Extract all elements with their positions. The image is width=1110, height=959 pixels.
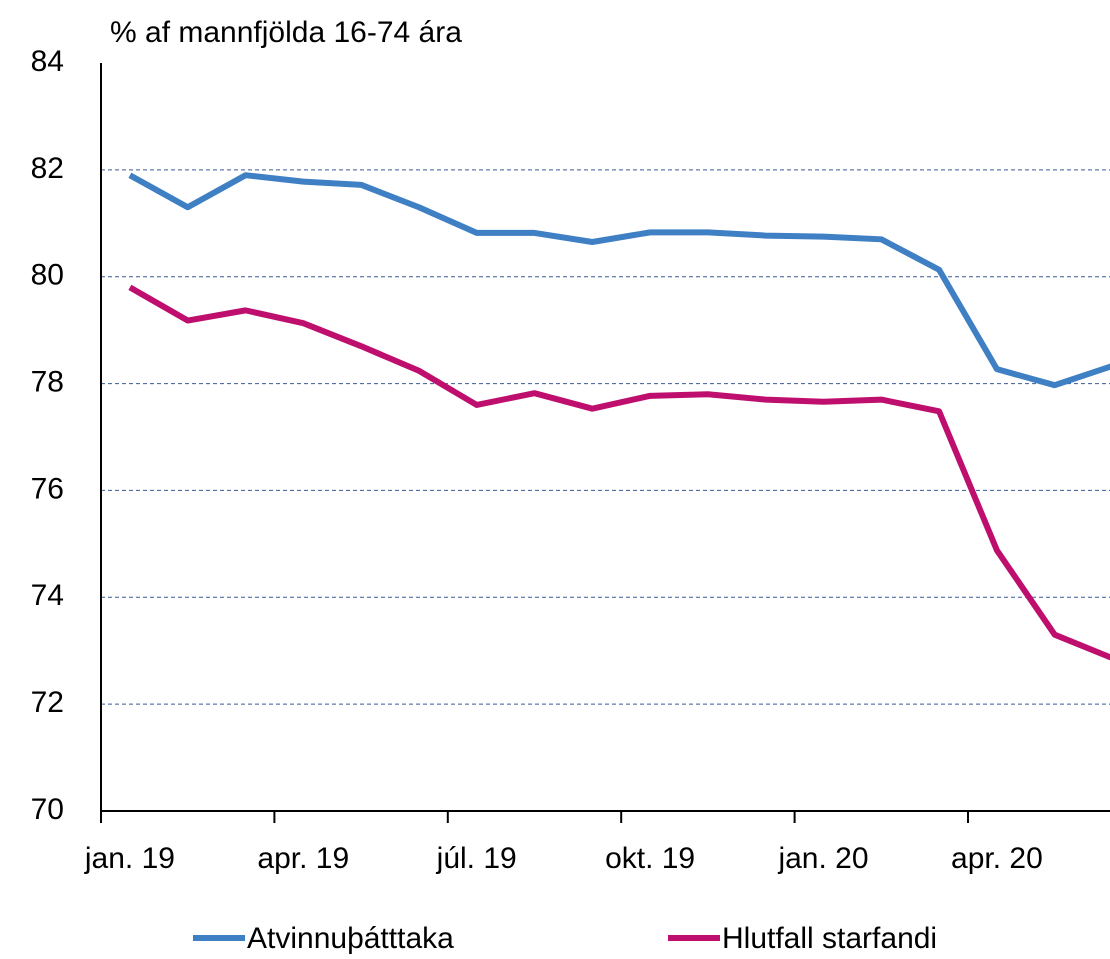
x-tick-label: okt. 19: [605, 842, 695, 875]
y-tick-label: 74: [31, 579, 64, 612]
y-tick-label: 82: [31, 152, 64, 185]
x-tick-label: jan. 19: [84, 842, 175, 875]
y-axis-label: % af mannfjölda 16-74 ára: [110, 16, 462, 49]
y-tick-label: 80: [31, 259, 64, 292]
series-line: [128, 172, 1110, 389]
y-tick-label: 76: [31, 472, 64, 505]
x-tick-label: apr. 19: [257, 842, 349, 875]
y-tick-label: 84: [31, 45, 64, 78]
legend-label: Hlutfall starfandi: [722, 922, 937, 955]
y-tick-label: 72: [31, 686, 64, 719]
legend-label: Atvinnuþátttaka: [247, 922, 454, 955]
x-tick-label: jan. 20: [777, 842, 868, 875]
y-tick-label: 78: [31, 365, 64, 398]
y-tick-label: 70: [31, 793, 64, 826]
x-tick-label: júl. 19: [436, 842, 517, 875]
series-line: [128, 284, 1110, 661]
x-tick-label: apr. 20: [951, 842, 1043, 875]
